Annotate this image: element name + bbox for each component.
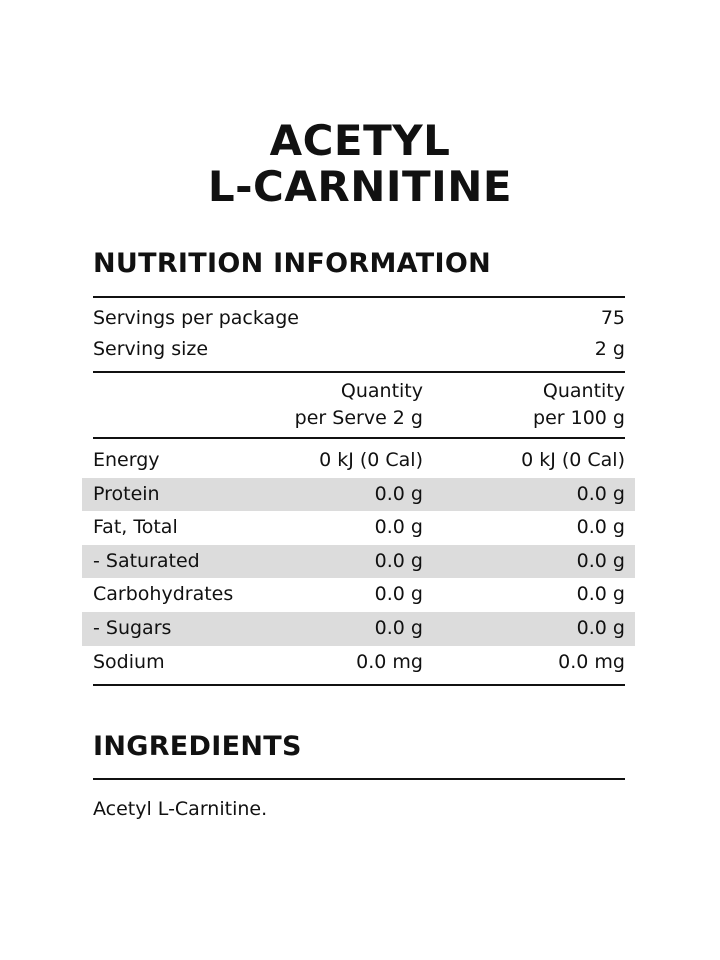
- col-header-per-serve: Quantity per Serve 2 g: [295, 378, 423, 432]
- ingredients-text: Acetyl L-Carnitine.: [93, 798, 268, 820]
- divider: [93, 371, 625, 373]
- per-serve-value: 0.0 mg: [356, 650, 423, 673]
- nutrient-row: - Saturated 0.0 g 0.0 g: [82, 544, 635, 579]
- per-100g-value: 0.0 g: [576, 516, 625, 539]
- nutrient-row: Energy 0 kJ (0 Cal) 0 kJ (0 Cal): [82, 444, 635, 478]
- per-100g-value: 0.0 g: [576, 617, 625, 639]
- ingredients-heading: INGREDIENTS: [93, 731, 302, 762]
- product-title: ACETYL L-CARNITINE: [0, 118, 720, 210]
- divider: [93, 296, 625, 298]
- col-header-per-100g: Quantity per 100 g: [533, 378, 625, 432]
- nutrient-label: Protein: [93, 482, 160, 505]
- serving-size-value: 2 g: [594, 338, 625, 360]
- per-serve-value: 0.0 g: [374, 482, 423, 505]
- title-line-1: ACETYL: [269, 116, 451, 165]
- nutrient-row: Carbohydrates 0.0 g 0.0 g: [82, 578, 635, 612]
- per-100g-value: 0.0 mg: [558, 650, 625, 673]
- col-header-line: per Serve 2 g: [294, 407, 423, 429]
- nutrient-row: Sodium 0.0 mg 0.0 mg: [82, 646, 635, 680]
- per-serve-value: 0 kJ (0 Cal): [319, 449, 423, 471]
- divider: [93, 684, 625, 686]
- nutrient-label: Sodium: [93, 650, 165, 673]
- serving-size-label: Serving size: [93, 338, 209, 360]
- nutrient-label: Fat, Total: [93, 516, 178, 539]
- per-serve-value: 0.0 g: [374, 583, 423, 606]
- per-serve-value: 0.0 g: [374, 516, 423, 539]
- servings-label: Servings per package: [93, 307, 299, 329]
- per-serve-value: 0.0 g: [374, 617, 423, 639]
- nutrient-row: - Sugars 0.0 g 0.0 g: [82, 612, 635, 646]
- nutrient-row: Protein 0.0 g 0.0 g: [82, 477, 635, 512]
- per-100g-value: 0.0 g: [576, 482, 625, 505]
- serving-size-row: Serving size 2 g: [82, 333, 635, 367]
- nutrient-label: Carbohydrates: [93, 583, 234, 606]
- nutrient-label: - Saturated: [93, 549, 200, 572]
- col-header-line: Quantity: [340, 380, 423, 402]
- col-header-line: per 100 g: [533, 407, 625, 429]
- per-100g-value: 0.0 g: [576, 549, 625, 572]
- per-100g-value: 0 kJ (0 Cal): [521, 449, 625, 471]
- nutrition-heading: NUTRITION INFORMATION: [93, 248, 491, 279]
- servings-value: 75: [600, 307, 625, 329]
- divider: [93, 778, 625, 780]
- nutrient-label: - Sugars: [93, 617, 172, 639]
- nutrient-label: Energy: [93, 449, 160, 471]
- per-serve-value: 0.0 g: [374, 549, 423, 572]
- col-header-line: Quantity: [542, 380, 625, 402]
- divider: [93, 437, 625, 439]
- servings-row: Servings per package 75: [82, 302, 635, 336]
- per-100g-value: 0.0 g: [576, 583, 625, 606]
- nutrient-row: Fat, Total 0.0 g 0.0 g: [82, 511, 635, 545]
- title-line-2: L-CARNITINE: [207, 162, 513, 211]
